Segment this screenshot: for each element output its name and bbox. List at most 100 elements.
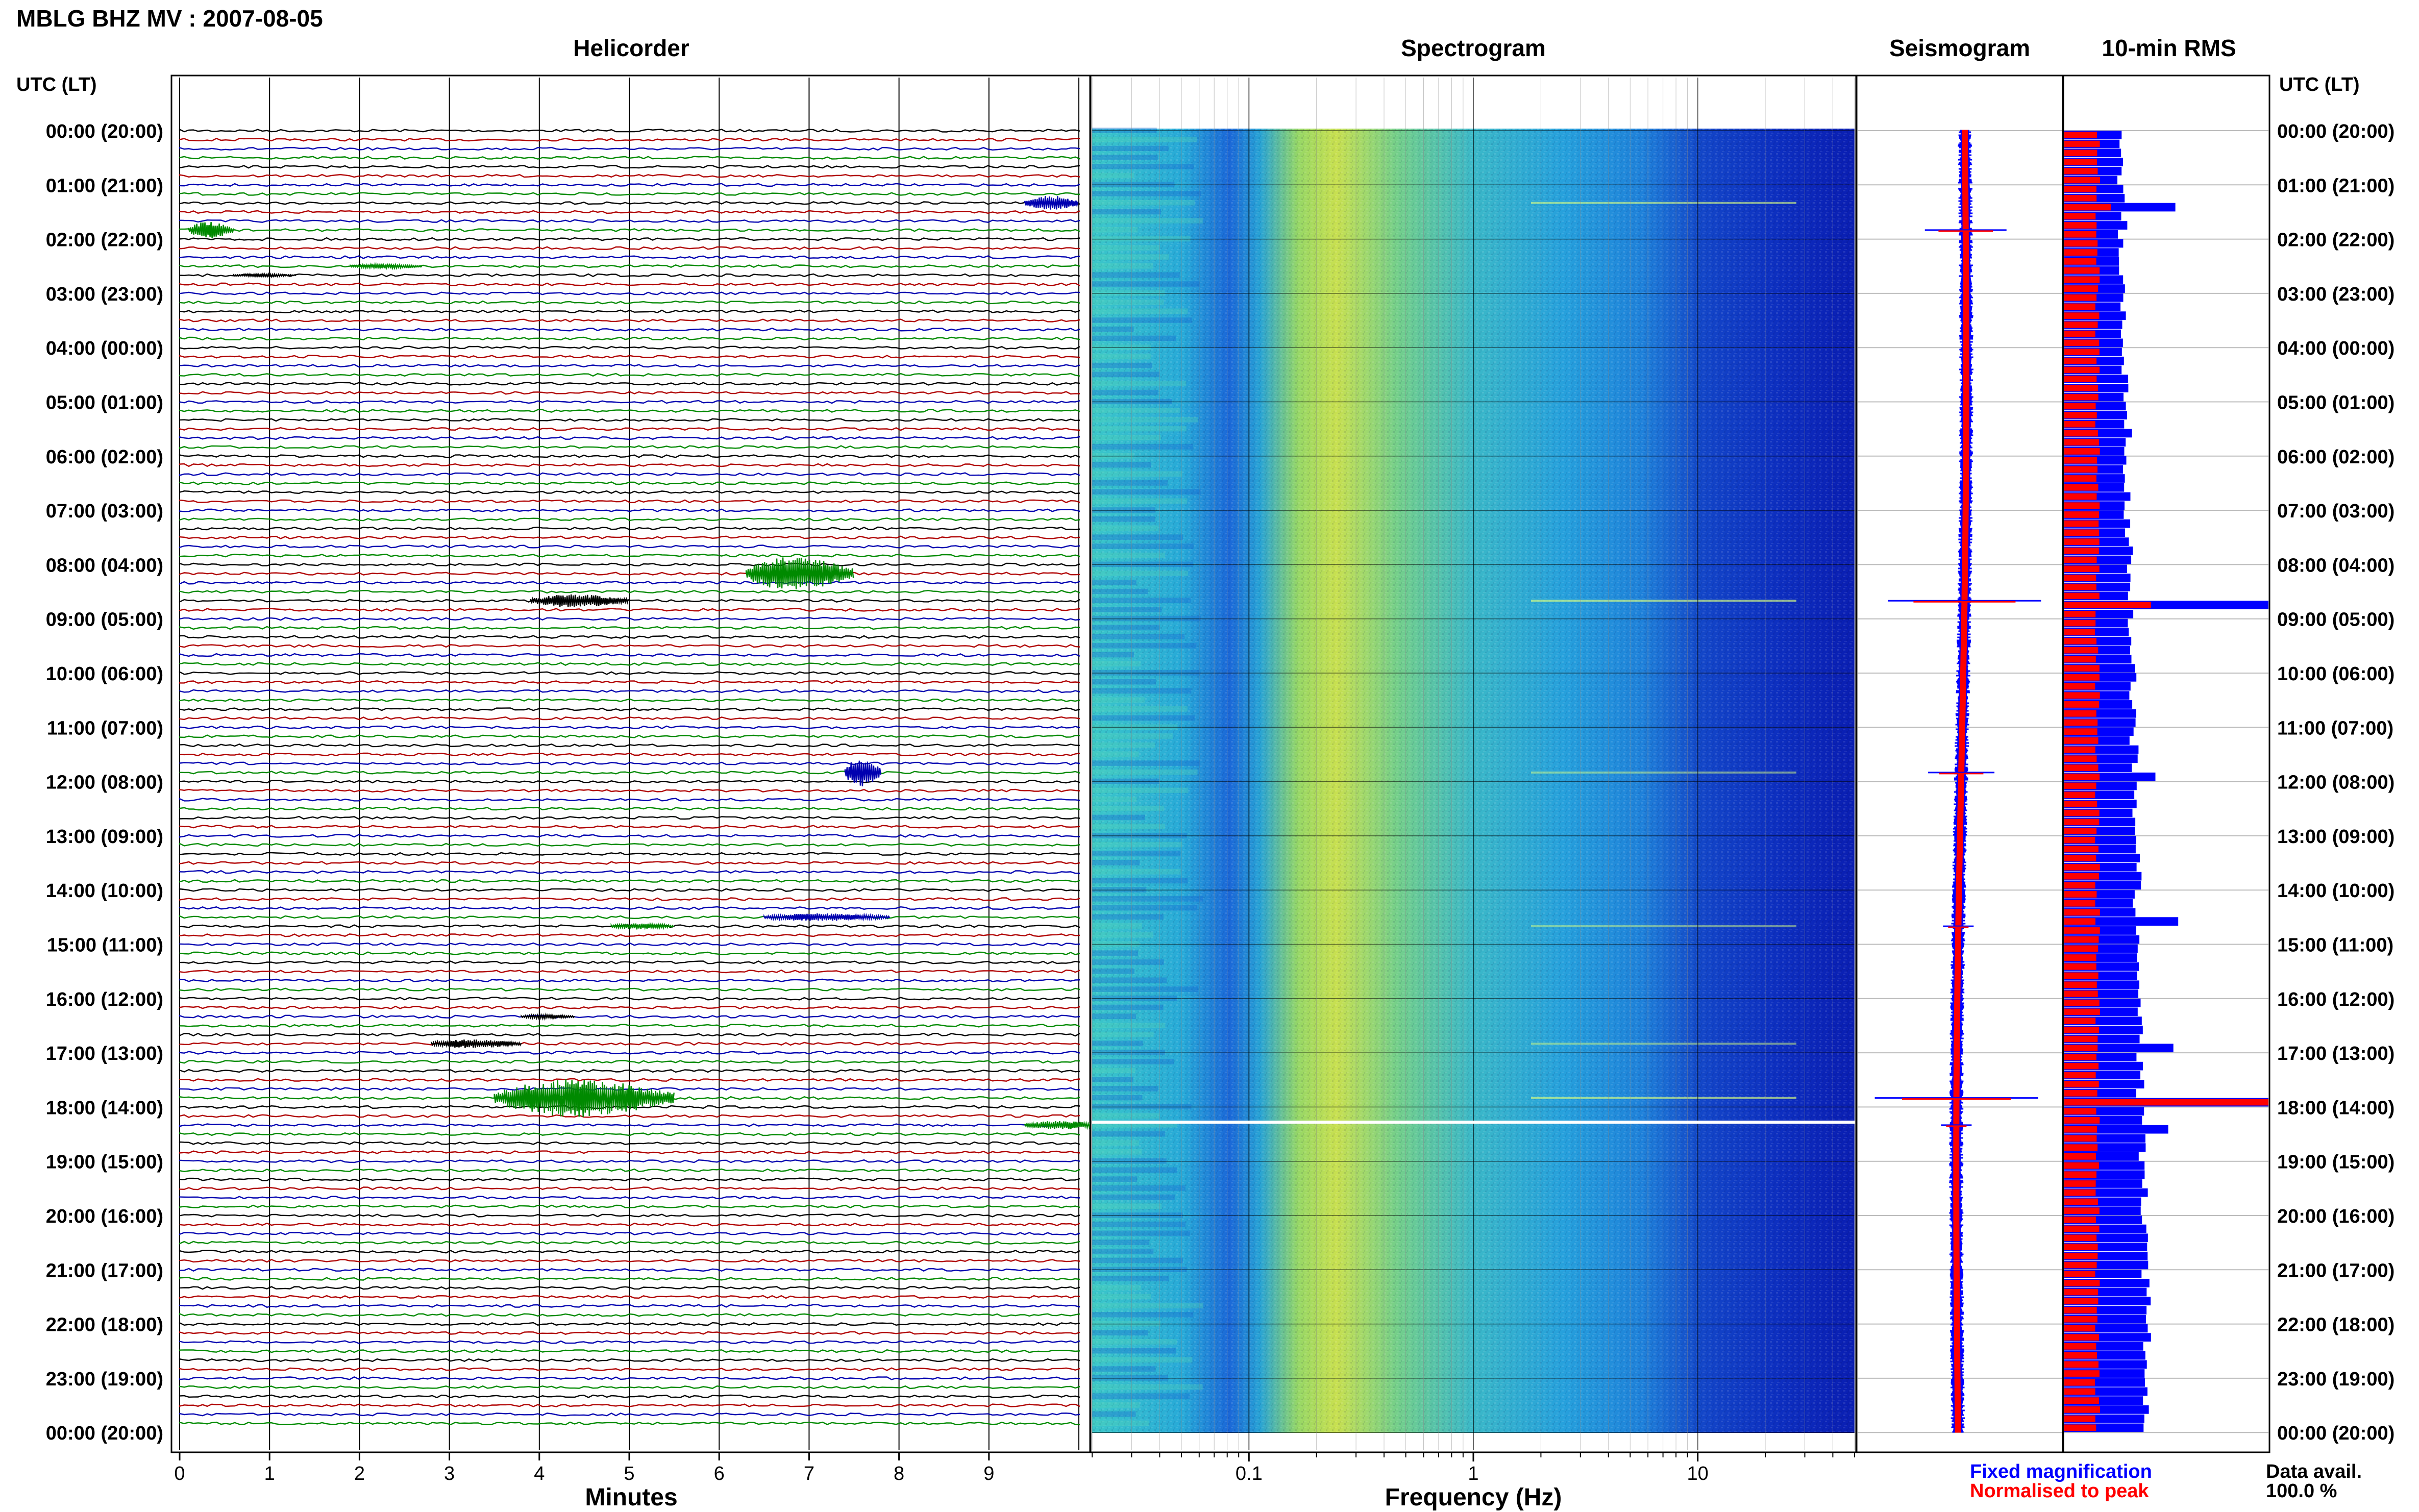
page-title: MBLG BHZ MV : 2007-08-05 [16, 5, 323, 32]
spectrogram-band [1092, 571, 1189, 576]
helicorder-trace [179, 1204, 1080, 1209]
rms-normalised-bar [2064, 801, 2097, 807]
helicorder-trace [179, 427, 1080, 431]
helicorder-trace [179, 472, 1080, 477]
rms-normalised-bar [2064, 385, 2099, 391]
minute-tick-label: 7 [804, 1463, 814, 1484]
rms-normalised-bar [2064, 267, 2100, 274]
time-label-left: 20:00 (16:00) [46, 1206, 163, 1227]
spectrogram-band [1092, 841, 1182, 848]
rms-normalised-bar [2064, 240, 2098, 247]
rms-normalised-bar [2064, 611, 2096, 617]
seismogram-normalised-trace [1953, 130, 1969, 1433]
frequency-axis-label: Frequency (Hz) [1385, 1484, 1562, 1511]
seismogram-traces [1874, 130, 2041, 1433]
helicorder-trace [179, 454, 1080, 458]
spectrogram-band [1092, 878, 1188, 884]
rms-normalised-bar [2064, 1424, 2096, 1431]
spectrogram-band [1092, 444, 1193, 450]
helicorder-trace [179, 870, 1080, 874]
spectrogram-band [1092, 1303, 1203, 1308]
helicorder-trace [179, 499, 1080, 504]
time-label-left: 07:00 (03:00) [46, 501, 163, 522]
rms-normalised-bar [2064, 294, 2097, 301]
spectrogram-band [1092, 1348, 1176, 1354]
data-availability-value: 100.0 % [2266, 1480, 2337, 1502]
spectrogram-band [1092, 814, 1145, 821]
helicorder-event [493, 1079, 675, 1117]
frequency-tick-label: 0.1 [1236, 1463, 1263, 1484]
spectrogram-band [1092, 1284, 1141, 1291]
helicorder-trace [179, 1105, 1080, 1109]
helicorder-trace [179, 987, 1080, 992]
helicorder-trace [179, 1340, 1080, 1344]
rms-normalised-bar [2064, 167, 2098, 175]
rms-normalised-bar [2064, 132, 2097, 138]
spectrogram-band [1092, 489, 1201, 495]
spectrogram-band [1092, 1393, 1190, 1399]
rms-normalised-bar [2064, 791, 2095, 798]
helicorder-trace [179, 526, 1080, 531]
rms-normalised-bar [2064, 1189, 2096, 1196]
spectrogram-band [1092, 1140, 1140, 1146]
seismogram-panel [1856, 75, 2064, 1453]
rms-normalised-bar [2064, 755, 2097, 762]
spectrogram-band [1092, 1240, 1150, 1245]
helicorder-trace [179, 933, 1080, 937]
rms-normalised-bar [2064, 1026, 2099, 1033]
rms-normalised-bar [2064, 873, 2099, 880]
spectrogram-band [1092, 354, 1151, 359]
spectrogram-band [1092, 381, 1187, 386]
spectrogram-band [1092, 516, 1155, 522]
time-label-right: 08:00 (04:00) [2277, 555, 2395, 576]
helicorder-trace [179, 1231, 1080, 1236]
time-label-right: 06:00 (02:00) [2277, 447, 2395, 468]
spectrogram-band [1092, 1068, 1136, 1074]
helicorder-trace [179, 137, 1080, 142]
helicorder-trace [179, 318, 1080, 323]
minute-tick-label: 0 [174, 1463, 185, 1484]
time-label-left: 08:00 (04:00) [46, 555, 163, 576]
spectrogram-band [1092, 634, 1185, 639]
spectrogram-band [1092, 1402, 1140, 1408]
rms-normalised-bar [2064, 1271, 2095, 1277]
spectrogram-band [1092, 715, 1195, 721]
spectrogram-band [1092, 905, 1197, 911]
helicorder-trace [179, 1060, 1080, 1064]
helicorder-trace [179, 1312, 1080, 1317]
spectrogram-band [1092, 389, 1158, 395]
helicorder-event [1024, 195, 1079, 210]
time-label-left: 09:00 (05:00) [46, 609, 163, 631]
helicorder-trace [179, 173, 1080, 178]
legend-fixed-magnification: Fixed magnification [1970, 1461, 2152, 1482]
rms-normalised-bar [2064, 1397, 2099, 1404]
rms-normalised-bar [2064, 891, 2097, 898]
rms-title: 10-min RMS [2102, 35, 2236, 61]
frequency-axis: 0.1 1 10 [1092, 1452, 1855, 1484]
helicorder-trace [179, 581, 1080, 585]
time-label-right: 16:00 (12:00) [2277, 989, 2395, 1010]
spectrogram-band [1092, 869, 1181, 875]
helicorder-trace [179, 544, 1080, 549]
helicorder-trace [179, 707, 1080, 711]
helicorder-trace [179, 725, 1080, 730]
spectrogram-band [1092, 950, 1138, 956]
helicorder-trace [179, 1349, 1080, 1353]
helicorder-trace [179, 1403, 1080, 1407]
spectrogram-band [1092, 1384, 1203, 1390]
rms-normalised-bar [2064, 186, 2096, 192]
rms-normalised-bar [2064, 846, 2099, 853]
time-label-right: 01:00 (21:00) [2277, 175, 2395, 196]
time-label-left: 01:00 (21:00) [46, 175, 163, 196]
utc-label-right: UTC (LT) [2279, 74, 2360, 95]
helicorder-trace [179, 1322, 1080, 1326]
time-label-left: 10:00 (06:00) [46, 663, 163, 685]
rms-normalised-bar [2064, 1225, 2100, 1232]
time-label-right: 04:00 (00:00) [2277, 338, 2395, 359]
rms-normalised-bar [2064, 692, 2100, 699]
helicorder-trace [179, 436, 1080, 440]
spectrogram-band [1092, 1122, 1177, 1128]
helicorder-trace [179, 752, 1080, 757]
spectrogram-band [1092, 543, 1194, 549]
helicorder-trace [179, 264, 1080, 268]
